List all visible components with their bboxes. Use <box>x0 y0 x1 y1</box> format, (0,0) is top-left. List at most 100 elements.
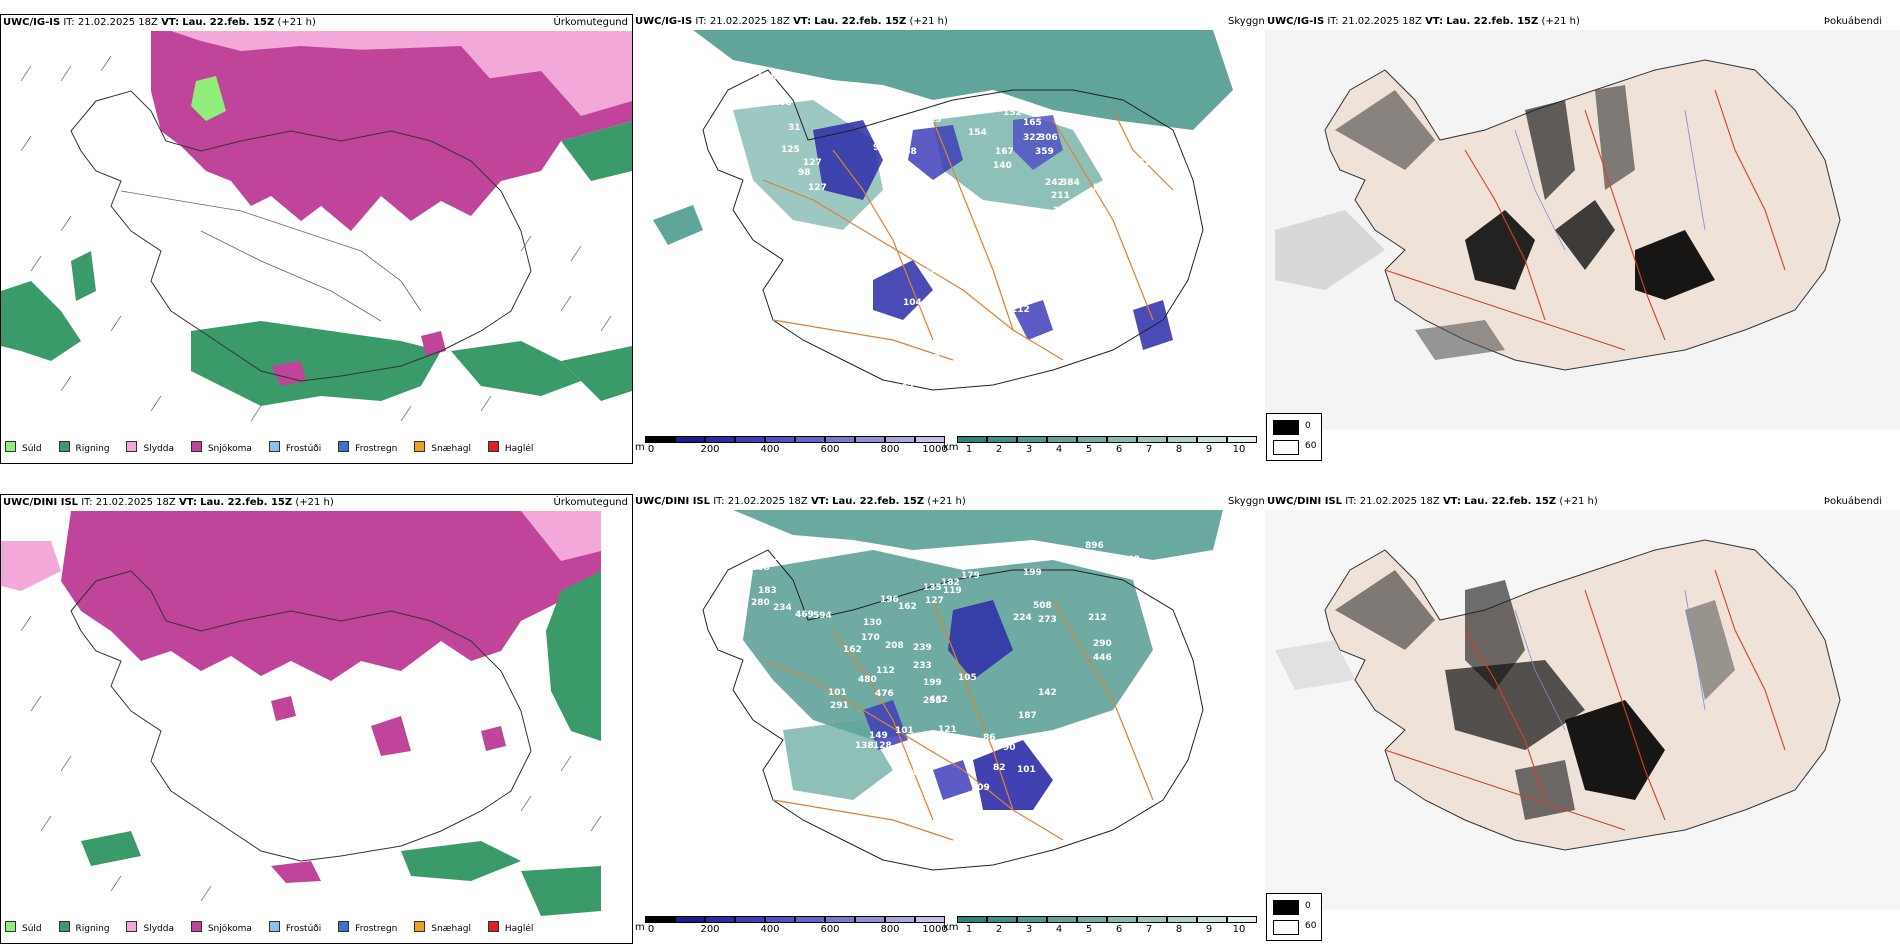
ceiling-label: 101 <box>1017 765 1036 775</box>
visibility-tick: 8 <box>1175 924 1183 935</box>
valid-time: Lau. 22.feb. 15Z <box>1464 496 1557 507</box>
ceiling-tick: 200 <box>700 444 720 455</box>
legend-item: Snæhagl <box>414 921 471 937</box>
swatch <box>126 921 138 932</box>
panel-title: Úrkomutegund <box>553 497 628 508</box>
ceiling-label: 127 <box>925 596 944 606</box>
swatch <box>58 921 70 932</box>
ceiling-label-group: 125 123 130 108 31 125 127 94 168 98 127… <box>753 73 1157 419</box>
visibility-segment <box>1077 436 1107 443</box>
init-time: 21.02.2025 18Z <box>709 16 790 27</box>
visibility-map: 125 123 130 108 31 125 127 94 168 98 127… <box>653 30 1233 419</box>
ceiling-label: 98 <box>798 168 811 178</box>
visibility-tick: 1 <box>965 924 973 935</box>
ceiling-tick: 800 <box>880 924 900 935</box>
visibility-segment <box>957 436 987 443</box>
ceiling-label: 140 <box>993 161 1012 171</box>
precip-type-legend: Súld Rigning Slydda Snjókoma Frostúði Fr… <box>5 921 547 937</box>
legend-item: Haglél <box>487 921 533 937</box>
ceiling-label: 76 <box>915 409 928 419</box>
ceiling-segment <box>765 436 795 443</box>
visibility-tick: 8 <box>1175 444 1183 455</box>
ceiling-label: 160 <box>883 168 902 178</box>
ceiling-label: 154 <box>968 128 987 138</box>
ceiling-segment <box>915 436 945 443</box>
ceiling-label: 492 <box>1083 555 1102 565</box>
visibility-tick: 5 <box>1085 444 1093 455</box>
model-name: UWC/DINI ISL <box>3 497 79 508</box>
ceiling-label: 196 <box>880 595 899 605</box>
visibility-segment <box>1107 436 1137 443</box>
visibility-segment <box>1167 436 1197 443</box>
ceiling-label: 135 <box>923 583 942 593</box>
ceiling-label: 239 <box>958 228 977 238</box>
ceiling-label: 108 <box>751 563 770 573</box>
visibility-tick: 5 <box>1085 924 1093 935</box>
valid-time: Lau. 22.feb. 15Z <box>182 17 275 28</box>
ceiling-segment <box>825 916 855 923</box>
fog-index-panel-row1: UWC/IG-IS IT: 21.02.2025 18Z VT: Lau. 22… <box>1265 14 1900 464</box>
legend-item: Frostregn <box>338 441 397 457</box>
fog-legend: 0 60 <box>1266 893 1322 941</box>
ceiling-label: 167 <box>995 147 1014 157</box>
legend-item: Súld <box>5 441 42 457</box>
ceiling-label: 242 <box>1045 178 1064 188</box>
visibility-panel-row1: UWC/IG-IS IT: 21.02.2025 18Z VT: Lau. 22… <box>633 14 1265 464</box>
panel-title: Skyggni <box>1228 496 1268 507</box>
ceiling-segment <box>915 916 945 923</box>
ceiling-label: 170 <box>861 633 880 643</box>
legend-item: Rigning <box>58 441 110 457</box>
ceiling-label: 69 <box>915 391 928 401</box>
ceiling-label: 183 <box>758 586 777 596</box>
ceiling-label: 132 <box>873 198 892 208</box>
legend-item: Snjókoma <box>190 441 252 457</box>
legend-item: Frostúði <box>268 921 321 937</box>
visibility-tick: 4 <box>1055 924 1063 935</box>
ceiling-label: 125 <box>758 73 777 83</box>
precip-type-panel-row2: UWC/DINI ISL IT: 21.02.2025 18Z VT: Lau.… <box>0 494 633 944</box>
fog-legend-black-swatch <box>1273 900 1299 915</box>
visibility-colorbar: km 1 2 3 4 5 6 7 8 9 10 <box>943 436 1263 460</box>
ceiling-segment <box>705 916 735 923</box>
ceiling-label: 119 <box>923 115 942 125</box>
swatch <box>487 921 499 932</box>
ceiling-label: 175 <box>913 205 932 215</box>
ceiling-label: 86 <box>983 733 996 743</box>
ceiling-label: 127 <box>808 183 827 193</box>
ceiling-label: 211 <box>1051 191 1070 201</box>
panel-header: UWC/DINI ISL IT: 21.02.2025 18Z VT: Lau.… <box>1 495 632 511</box>
visibility-tick: 10 <box>1232 924 1246 935</box>
ceiling-label: 179 <box>961 571 980 581</box>
ceiling-label: 56 <box>895 399 908 409</box>
visibility-segment <box>1107 916 1137 923</box>
ceiling-label: 110 <box>1058 349 1077 359</box>
ceiling-colorbar: m 0 200 400 600 800 1000 <box>635 916 948 940</box>
visibility-tick: 7 <box>1145 924 1153 935</box>
model-name: UWC/IG-IS <box>3 17 61 28</box>
ceiling-segment <box>675 916 705 923</box>
visibility-map: 149 171 120 108 183 280 234 469 594 130 … <box>702 510 1223 871</box>
ceiling-label: 229 <box>1138 158 1157 168</box>
panel-title: Úrkomutegund <box>553 17 628 28</box>
ceiling-label: 149 <box>869 731 888 741</box>
ceiling-label: 142 <box>1038 688 1057 698</box>
ceiling-tick: 600 <box>820 924 840 935</box>
ceiling-label: 446 <box>1093 653 1112 663</box>
model-name: UWC/IG-IS <box>635 16 693 27</box>
ceiling-label: 81 <box>923 268 936 278</box>
visibility-segment <box>1017 916 1047 923</box>
precip-type-panel-row1: UWC/IG-IS IT: 21.02.2025 18Z VT: Lau. 22… <box>0 14 633 464</box>
visibility-panel-row2: UWC/DINI ISL IT: 21.02.2025 18Z VT: Lau.… <box>633 494 1265 944</box>
ceiling-label: 63 <box>921 843 934 853</box>
ceiling-label: 210 <box>1083 138 1102 148</box>
visibility-segment <box>987 916 1017 923</box>
ceiling-segment <box>735 436 765 443</box>
panel-header: UWC/IG-IS IT: 21.02.2025 18Z VT: Lau. 22… <box>635 16 948 27</box>
ceiling-label: 130 <box>753 98 772 108</box>
ceiling-segment <box>735 916 765 923</box>
visibility-segment <box>1017 436 1047 443</box>
fog-legend: 0 60 <box>1266 413 1322 461</box>
ceiling-segment <box>855 436 885 443</box>
swatch <box>414 441 426 452</box>
ceiling-label: 273 <box>1038 615 1057 625</box>
